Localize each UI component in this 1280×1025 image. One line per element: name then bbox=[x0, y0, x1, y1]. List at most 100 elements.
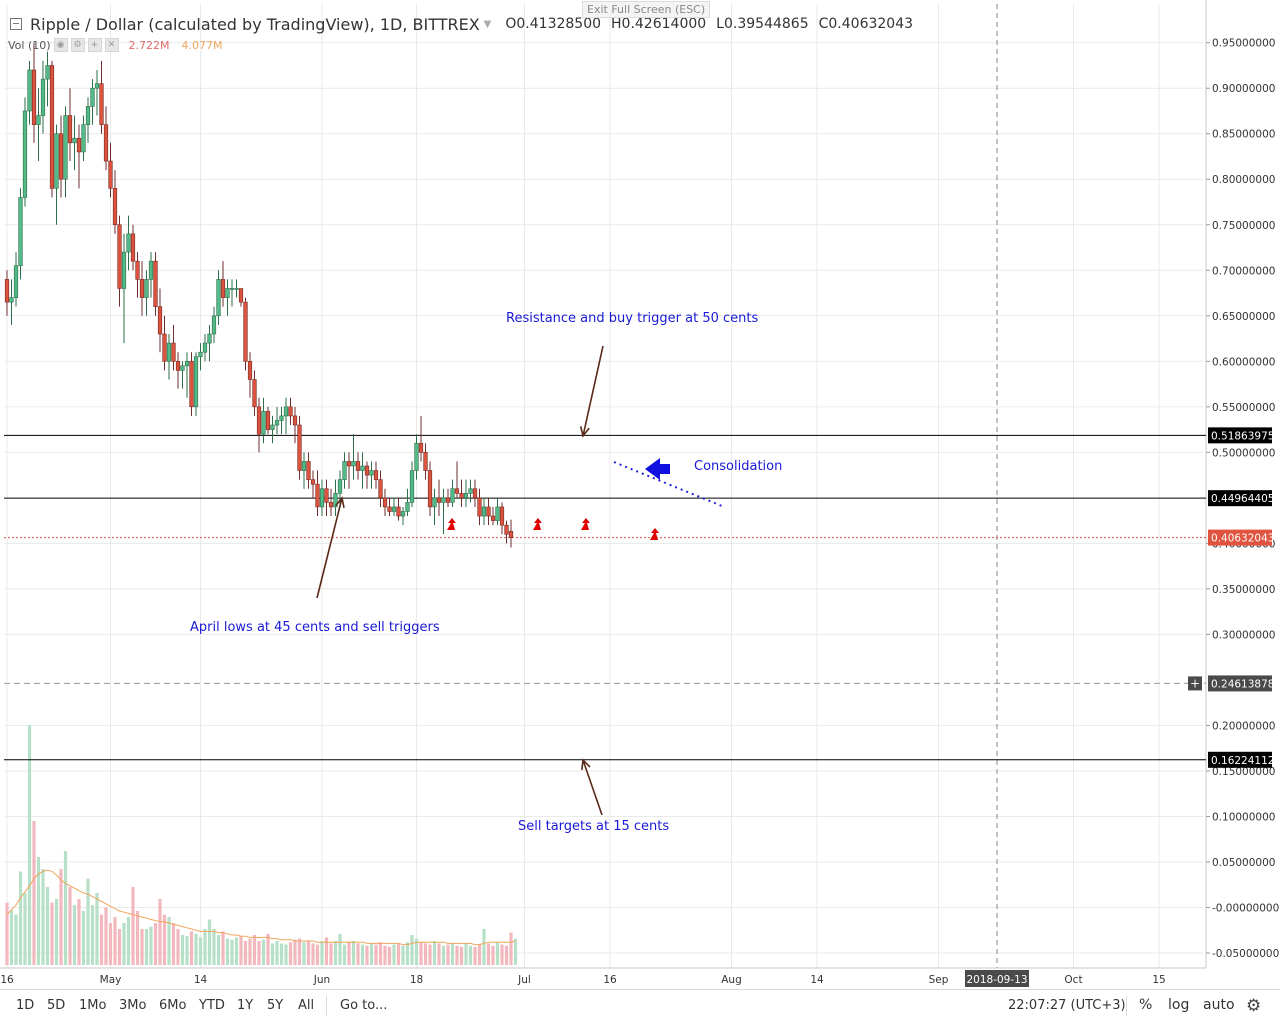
goto-date-button[interactable]: Go to... bbox=[340, 998, 388, 1013]
candle-body bbox=[13, 265, 19, 298]
volume-bar bbox=[455, 945, 459, 965]
candle-body bbox=[40, 78, 46, 116]
volume-bar bbox=[239, 936, 243, 965]
volume-bar bbox=[45, 887, 50, 965]
volume-value: 2.722M bbox=[128, 38, 170, 52]
candle-body bbox=[18, 197, 23, 267]
candle-body bbox=[31, 69, 37, 125]
timeframe-1y[interactable]: 1Y bbox=[237, 998, 254, 1013]
volume-bar bbox=[419, 942, 423, 965]
candle-body bbox=[144, 279, 149, 298]
close-icon[interactable]: ✕ bbox=[104, 38, 119, 52]
volume-bar bbox=[153, 923, 158, 965]
volume-bar bbox=[311, 943, 315, 965]
collapse-legend-icon[interactable] bbox=[10, 18, 22, 30]
volume-bar bbox=[9, 909, 14, 965]
volume-bar bbox=[297, 938, 302, 965]
ohlc-close: C0.40632043 bbox=[818, 16, 914, 32]
volume-bar bbox=[320, 941, 324, 965]
volume-bar bbox=[248, 938, 252, 965]
candle-body bbox=[486, 506, 491, 517]
candle-body bbox=[463, 492, 469, 499]
volume-bar bbox=[504, 945, 509, 965]
volume-bar bbox=[122, 923, 126, 965]
candle-body bbox=[216, 279, 221, 317]
volume-bar bbox=[50, 902, 54, 965]
eye-icon[interactable]: ◉ bbox=[53, 38, 68, 52]
level-price-label: 0.40632043 bbox=[1211, 533, 1274, 545]
trend-line bbox=[613, 461, 723, 507]
volume-bar bbox=[126, 917, 131, 965]
volume-bar bbox=[347, 942, 351, 965]
price-tick-label: 0.75000000 bbox=[1212, 220, 1275, 232]
timeframe-ytd[interactable]: YTD bbox=[199, 998, 225, 1013]
time-tick-label: 16 bbox=[603, 974, 617, 986]
timeframe-1d[interactable]: 1D bbox=[16, 998, 35, 1013]
red-arrow-icon bbox=[533, 518, 542, 530]
percent-scale-toggle[interactable]: % bbox=[1139, 997, 1153, 1013]
candle-body bbox=[450, 488, 455, 503]
price-tick-label: 0.70000000 bbox=[1212, 265, 1275, 277]
candle-body bbox=[261, 411, 266, 435]
volume-bar bbox=[324, 937, 329, 965]
log-scale-toggle[interactable]: log bbox=[1168, 997, 1190, 1013]
annotation-text: Sell targets at 15 cents bbox=[518, 819, 669, 834]
volume-bar bbox=[279, 943, 284, 965]
candle-body bbox=[99, 83, 104, 125]
timeframe-3mo[interactable]: 3Mo bbox=[119, 998, 147, 1013]
timeframe-all[interactable]: All bbox=[298, 998, 315, 1013]
price-tick-label: 0.20000000 bbox=[1212, 720, 1275, 732]
candle-body bbox=[9, 297, 14, 303]
price-tick-label: -0.05000000 bbox=[1212, 948, 1279, 960]
crosshair-add-button bbox=[1188, 676, 1202, 691]
candle-body bbox=[148, 260, 154, 280]
candle-body bbox=[67, 115, 73, 144]
red-arrow-icon bbox=[650, 528, 659, 540]
volume-bar bbox=[266, 933, 270, 965]
candle-body bbox=[238, 288, 244, 303]
timeframe-5y[interactable]: 5Y bbox=[267, 998, 284, 1013]
volume-bar bbox=[369, 943, 374, 965]
timeframe-1mo[interactable]: 1Mo bbox=[79, 998, 107, 1013]
volume-bar bbox=[131, 887, 135, 965]
volume-bar bbox=[225, 938, 230, 965]
volume-bar bbox=[432, 941, 437, 965]
timeframe-6mo[interactable]: 6Mo bbox=[159, 998, 187, 1013]
price-chart[interactable]: 0.95000000 0.90000000 0.85000000 0.80000000… bbox=[0, 0, 1280, 990]
volume-bar bbox=[135, 911, 140, 965]
level-price-badge bbox=[1208, 529, 1272, 546]
chevron-down-icon[interactable]: ▼ bbox=[483, 18, 492, 30]
volume-bar bbox=[491, 945, 495, 965]
auto-scale-toggle[interactable]: auto bbox=[1203, 997, 1235, 1013]
volume-bar bbox=[14, 914, 18, 965]
candle-body bbox=[58, 133, 64, 180]
price-tick-label: 0.50000000 bbox=[1212, 447, 1275, 459]
candle-body bbox=[436, 497, 442, 503]
candle-body bbox=[4, 279, 10, 303]
volume-bar bbox=[509, 932, 513, 965]
volume-bar bbox=[351, 941, 356, 965]
candle-body bbox=[459, 492, 464, 499]
candle-body bbox=[198, 351, 203, 358]
settings-icon[interactable]: ⚙ bbox=[70, 38, 85, 52]
volume-bar bbox=[401, 945, 405, 965]
bottom-toolbar: 1D 5D 1Mo 3Mo 6Mo YTD 1Y 5Y All Go to...… bbox=[0, 989, 1280, 1025]
candle-body bbox=[468, 488, 473, 494]
exit-fullscreen-button[interactable]: Exit Full Screen (ESC) bbox=[582, 1, 711, 18]
timeframe-5d[interactable]: 5D bbox=[47, 998, 66, 1013]
candle-body bbox=[229, 288, 235, 290]
candle-body bbox=[337, 479, 343, 494]
volume-bar bbox=[234, 937, 239, 965]
candle-body bbox=[234, 288, 239, 290]
volume-bar bbox=[423, 943, 428, 965]
symbol-title[interactable]: Ripple / Dollar (calculated by TradingVi… bbox=[30, 14, 480, 34]
candle-body bbox=[355, 461, 361, 471]
volume-bar bbox=[23, 893, 27, 965]
volume-bar bbox=[356, 943, 360, 965]
volume-bar bbox=[446, 944, 450, 965]
add-icon[interactable]: + bbox=[87, 38, 102, 52]
clock-display[interactable]: 22:07:27 (UTC+3) bbox=[1008, 998, 1126, 1013]
gear-icon[interactable]: ⚙ bbox=[1246, 996, 1262, 1016]
candle-body bbox=[387, 506, 392, 512]
candle-body bbox=[153, 260, 158, 307]
